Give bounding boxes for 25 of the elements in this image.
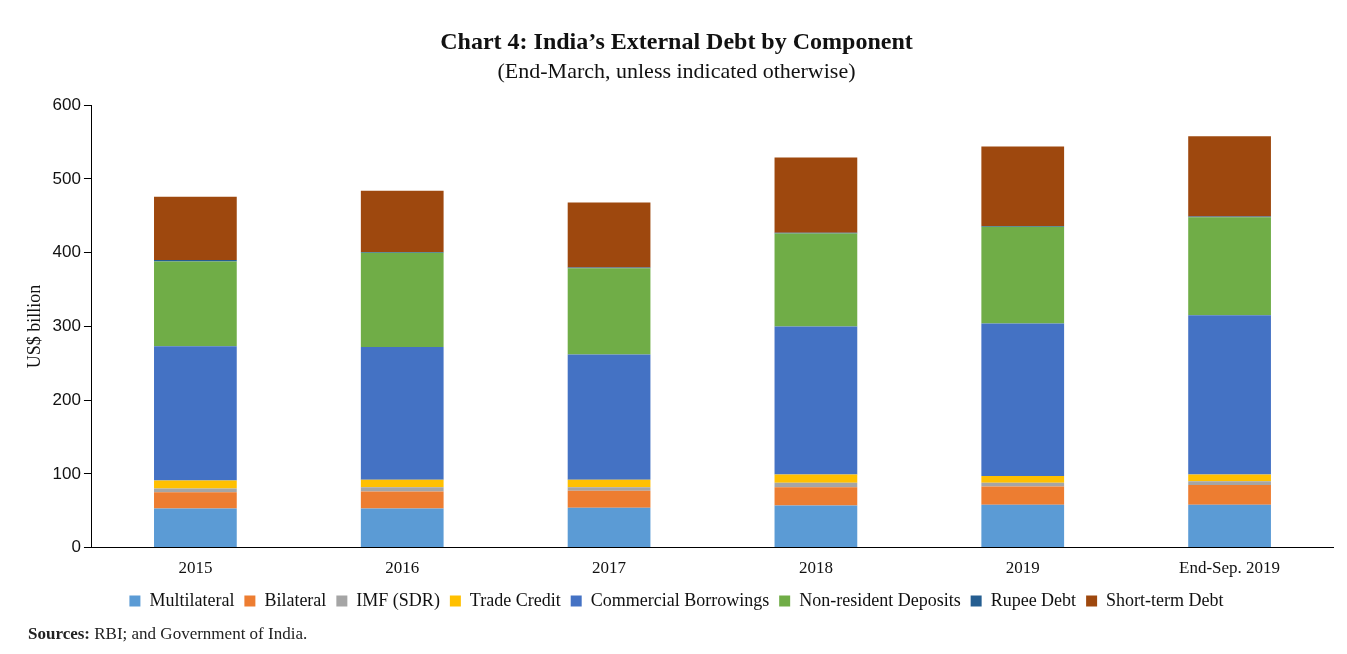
chart-title: Chart 4: India’s External Debt by Component	[440, 27, 913, 54]
legend-label: Commercial Borrowings	[590, 589, 770, 610]
y-tick-label: 0	[71, 537, 81, 557]
legend-label: Short-term Debt	[1106, 589, 1224, 610]
y-tick-label: 100	[52, 463, 81, 483]
y-tick-label: 300	[52, 316, 81, 336]
x-tick-label: 2015	[178, 558, 213, 578]
x-tick-label: 2018	[798, 558, 833, 578]
legend-label: Non-resident Deposits	[799, 589, 961, 610]
y-tick-label: 600	[52, 94, 81, 114]
y-axis-title: US$ billion	[23, 284, 44, 369]
y-tick-label: 400	[52, 242, 81, 262]
x-tick-label: End-Sep. 2019	[1179, 558, 1281, 578]
legend-label: Bilateral	[264, 589, 327, 610]
legend-label: Multilateral	[149, 589, 235, 610]
x-tick-label: 2017	[592, 558, 627, 578]
x-tick-label: 2019	[1005, 558, 1040, 578]
legend-label: Trade Credit	[469, 589, 561, 610]
legend-label: IMF (SDR)	[356, 589, 440, 611]
legend-label: Rupee Debt	[990, 589, 1077, 610]
source-note: Sources: RBI; and Government of India.	[28, 624, 308, 644]
y-tick-label: 500	[52, 168, 81, 188]
x-tick-label: 2016	[385, 558, 420, 578]
chart-subtitle: (End-March, unless indicated otherwise)	[497, 57, 856, 83]
y-tick-label: 200	[52, 389, 81, 409]
